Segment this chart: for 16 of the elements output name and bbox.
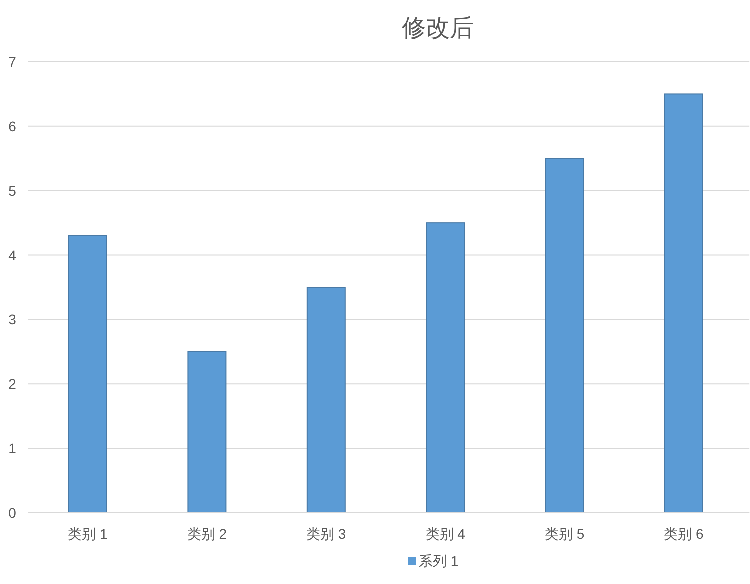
xtick: 类别 3 — [306, 526, 346, 542]
ytick: 4 — [8, 247, 16, 264]
ytick: 7 — [8, 54, 16, 70]
ytick: 1 — [8, 440, 16, 457]
xtick: 类别 6 — [664, 526, 704, 542]
ytick: 0 — [8, 505, 16, 521]
legend-label: 系列 1 — [419, 553, 459, 569]
ytick: 3 — [8, 312, 16, 328]
title: 修改后 — [402, 15, 474, 42]
xtick: 类别 1 — [68, 526, 108, 542]
xtick: 类别 2 — [187, 526, 228, 542]
ytick: 6 — [8, 118, 16, 134]
ytick: 5 — [8, 182, 16, 199]
xtick: 类别 4 — [426, 526, 466, 542]
xtick: 类别 5 — [544, 526, 585, 542]
ytick: 2 — [8, 376, 16, 392]
